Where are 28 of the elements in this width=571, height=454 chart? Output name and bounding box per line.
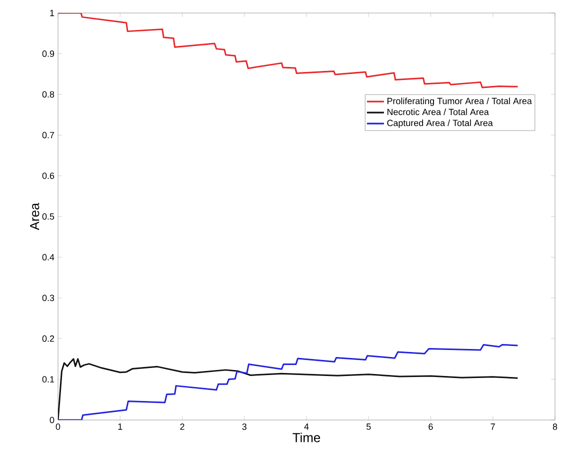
x-tick-label: 2 xyxy=(180,424,184,430)
y-tick-label: 0.9 xyxy=(42,50,54,57)
y-tick-label: 0.8 xyxy=(42,91,54,98)
y-tick-label: 0.4 xyxy=(42,254,54,260)
x-tick-label: 7 xyxy=(490,424,495,430)
line-series xyxy=(58,12,518,88)
y-tick-label: 0.6 xyxy=(42,172,54,179)
x-tick-label: 1 xyxy=(118,424,122,430)
y-tick-label: 0 xyxy=(50,416,54,424)
x-axis-title: Time xyxy=(292,432,320,442)
y-tick-label: 0.1 xyxy=(42,376,54,382)
y-tick-label: 0.3 xyxy=(42,294,54,302)
line-series xyxy=(58,358,518,420)
legend-label: Necrotic Area / Total Area xyxy=(387,108,489,116)
y-tick-label: 0.5 xyxy=(42,213,54,220)
x-tick-label: 6 xyxy=(428,424,433,430)
x-tick-label: 5 xyxy=(366,424,371,430)
y-tick-label: 0.7 xyxy=(42,132,54,138)
legend-label: Proliferating Tumor Area / Total Area xyxy=(387,98,532,106)
x-tick-label: 3 xyxy=(242,424,246,430)
x-tick-label: 0 xyxy=(56,424,60,430)
line-series xyxy=(58,344,518,420)
y-axis-title: Area xyxy=(30,202,40,230)
x-tick-label: 8 xyxy=(552,424,558,430)
legend-label: Captured Area / Total Area xyxy=(387,120,493,128)
y-tick-label: 0.2 xyxy=(42,335,54,342)
x-tick-label: 4 xyxy=(304,424,309,430)
y-tick-label: 1 xyxy=(50,10,54,16)
